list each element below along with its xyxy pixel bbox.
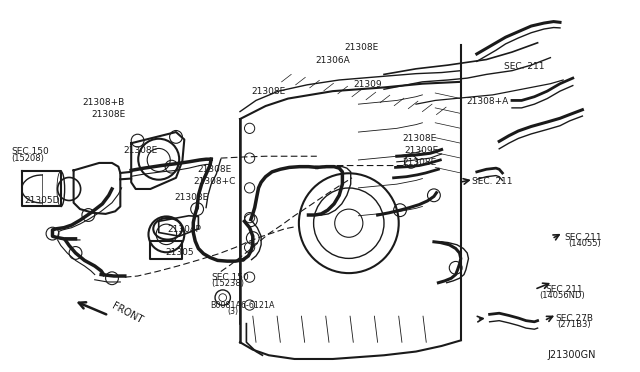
Text: (15238): (15238)	[211, 279, 244, 288]
Text: 21308E: 21308E	[123, 146, 157, 155]
Text: 21308E: 21308E	[402, 134, 436, 143]
Text: SEC. 211: SEC. 211	[504, 62, 545, 71]
Text: 21305: 21305	[165, 248, 194, 257]
Text: 21308+A: 21308+A	[466, 97, 508, 106]
Text: J21300GN: J21300GN	[548, 350, 596, 360]
Text: 21309: 21309	[353, 80, 382, 89]
Text: FRONT: FRONT	[110, 301, 144, 326]
Text: SEC. 211: SEC. 211	[472, 177, 513, 186]
Text: 21308+C: 21308+C	[193, 177, 236, 186]
Text: (14056ND): (14056ND)	[539, 291, 584, 300]
Text: (14055): (14055)	[568, 239, 601, 248]
Text: 21308E: 21308E	[91, 110, 125, 119]
Text: 21304P: 21304P	[168, 225, 202, 234]
Text: SEC.150: SEC.150	[12, 147, 49, 156]
Text: SEC.150: SEC.150	[211, 273, 249, 282]
Text: 21308E: 21308E	[344, 43, 379, 52]
Text: 21308E: 21308E	[402, 158, 436, 167]
Text: SEC.211: SEC.211	[545, 285, 583, 294]
Text: 21308E: 21308E	[251, 87, 285, 96]
Text: B0081A6-6121A: B0081A6-6121A	[210, 301, 275, 310]
Text: 21308+B: 21308+B	[82, 98, 124, 107]
Text: SEC.27B: SEC.27B	[556, 314, 593, 323]
Text: (3): (3)	[227, 307, 238, 316]
Text: 21308E: 21308E	[174, 193, 209, 202]
Text: (15208): (15208)	[12, 154, 44, 163]
Text: SEC.211: SEC.211	[564, 233, 602, 242]
Text: 21305D: 21305D	[24, 196, 60, 205]
Text: 21308E: 21308E	[197, 165, 232, 174]
Text: 21309E: 21309E	[404, 146, 439, 155]
Text: 21306A: 21306A	[315, 56, 349, 65]
Text: (271B3): (271B3)	[557, 320, 591, 329]
